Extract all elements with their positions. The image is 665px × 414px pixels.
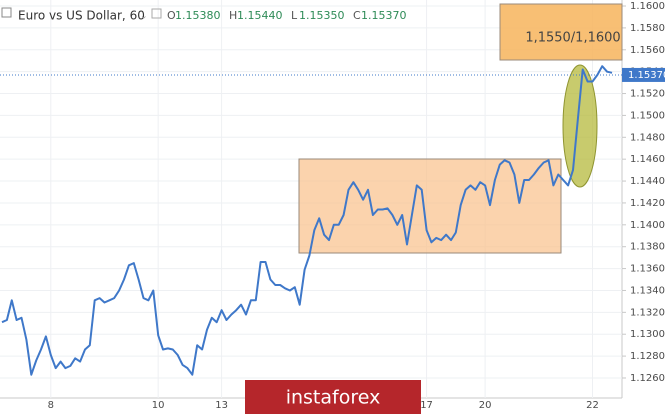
y-tick-label: 1.14400 [630, 176, 665, 187]
y-tick-label: 1.15600 [630, 45, 665, 56]
target-label: 1,1550/1,1600 [525, 31, 620, 46]
ohlc-value: 1.15350 [299, 9, 345, 22]
breakout-ellipse [562, 64, 598, 188]
x-tick-label: 22 [586, 400, 599, 411]
plot [0, 65, 622, 376]
y-tick-label: 1.15800 [630, 23, 665, 34]
ohlc-key: H [229, 9, 237, 22]
target-box [499, 3, 623, 61]
symbol-icon [1, 7, 12, 18]
ohlc-key: O [167, 9, 176, 22]
ohlc-key: C [353, 9, 361, 22]
watermark-box [245, 380, 421, 414]
y-tick-label: 1.15200 [630, 89, 665, 100]
y-tick-label: 1.13800 [630, 242, 665, 253]
y-tick-label: 1.13000 [630, 329, 665, 340]
ohlc-value: 1.15370 [361, 9, 407, 22]
range-box [298, 158, 562, 254]
settings-icon[interactable] [151, 8, 162, 19]
x-tick-label: 10 [152, 400, 165, 411]
y-tick-label: 1.15000 [630, 110, 665, 121]
y-tick-label: 1.16000 [630, 1, 665, 12]
y-tick-label: 1.14000 [630, 220, 665, 231]
y-tick-label: 1.13400 [630, 285, 665, 296]
price-line [1, 65, 613, 376]
y-tick-label: 1.13200 [630, 307, 665, 318]
watermark: instaforex [286, 387, 381, 409]
chart-title: Euro vs US Dollar, 60 [18, 9, 145, 23]
last-price-label: 1.15370 [628, 70, 665, 81]
x-tick-label: 13 [215, 400, 228, 411]
y-tick-label: 1.14200 [630, 198, 665, 209]
ohlc-row: O 1.15380 H 1.15440 L 1.15350 C 1.15370 [167, 9, 407, 22]
ohlc-value: 1.15380 [175, 9, 221, 22]
x-tick-label: 8 [48, 400, 54, 411]
ohlc-value: 1.15440 [237, 9, 283, 22]
x-tick-label: 17 [420, 400, 433, 411]
y-tick-label: 1.12800 [630, 351, 665, 362]
x-tick-label: 20 [479, 400, 492, 411]
y-tick-label: 1.13600 [630, 264, 665, 275]
dropdown-caret: ⌄ [140, 12, 148, 22]
last-price-box [622, 67, 665, 82]
y-tick-label: 1.14600 [630, 154, 665, 165]
y-tick-label: 1.14800 [630, 132, 665, 143]
y-tick-label: 1.12600 [630, 373, 665, 384]
ohlc-key: L [291, 9, 298, 22]
